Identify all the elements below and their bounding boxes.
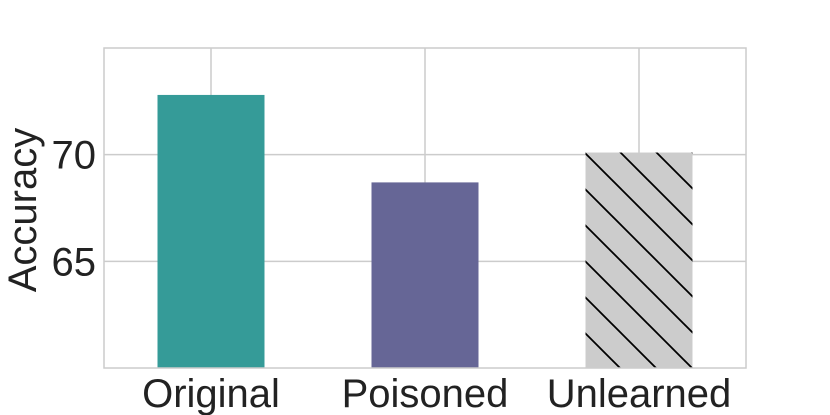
bars xyxy=(157,94,693,368)
y-axis-label: Accuracy xyxy=(1,128,45,293)
bar-poisoned xyxy=(371,182,479,368)
bar-unlearned xyxy=(585,152,693,368)
bar-original xyxy=(157,94,265,368)
x-tick-label: Original xyxy=(142,372,280,415)
x-tick-labels: Original Poisoned Unlearned xyxy=(142,372,731,415)
plot-frame xyxy=(103,47,747,369)
x-tick-label: Unlearned xyxy=(547,372,732,415)
x-tick-label: Poisoned xyxy=(342,372,509,415)
y-tick-label: 70 xyxy=(52,134,97,178)
y-tick-labels: 65 70 xyxy=(52,134,97,285)
y-tick-label: 65 xyxy=(52,240,97,284)
